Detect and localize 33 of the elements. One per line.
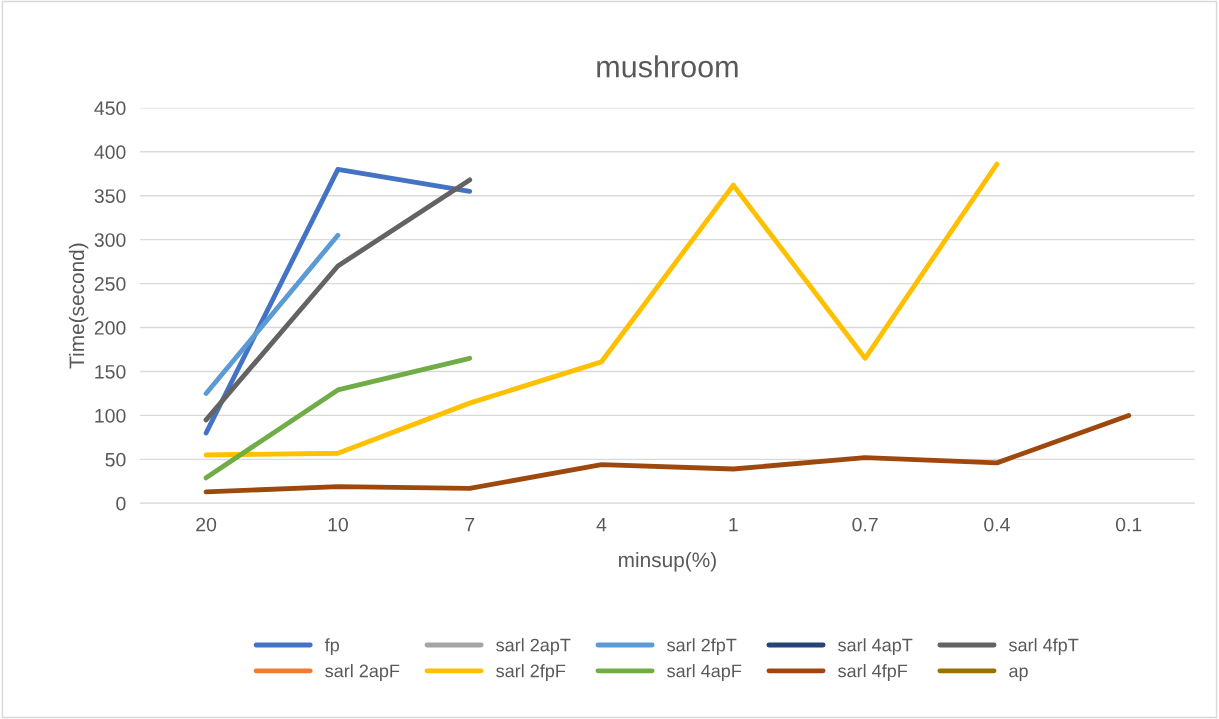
y-tick-label: 400 bbox=[94, 145, 126, 160]
y-tick-label: 350 bbox=[94, 189, 126, 203]
y-tick-label: 200 bbox=[94, 321, 126, 335]
legend-label: sarl 2fpF bbox=[496, 664, 566, 681]
y-tick-label: 50 bbox=[105, 452, 126, 467]
chart-title: mushroom bbox=[597, 55, 738, 78]
x-tick-label: 0.7 bbox=[852, 517, 878, 532]
x-tick-label: 10 bbox=[328, 517, 348, 532]
legend-label: sarl 4fpF bbox=[838, 664, 908, 681]
x-tick-label: 0.1 bbox=[1115, 517, 1142, 532]
legend-label: sarl 4apT bbox=[838, 638, 913, 656]
x-tick-label: 1 bbox=[729, 517, 738, 532]
legend-label: sarl 2apT bbox=[496, 638, 571, 656]
legend-label: ap bbox=[1009, 667, 1028, 681]
legend-label: fp bbox=[324, 638, 339, 656]
legend-label: sarl 4apF bbox=[667, 664, 742, 681]
legend-label: sarl 2fpT bbox=[667, 638, 737, 656]
x-axis-title: minsup(%) bbox=[619, 551, 716, 572]
y-tick-label: 250 bbox=[94, 277, 126, 291]
y-tick-label: 300 bbox=[94, 233, 126, 247]
x-tick-label: 20 bbox=[196, 517, 217, 532]
legend-label: sarl 2apF bbox=[325, 664, 400, 681]
y-tick-label: 150 bbox=[95, 364, 126, 379]
legend-label: sarl 4fpT bbox=[1009, 638, 1079, 656]
y-tick-label: 0 bbox=[116, 496, 126, 511]
y-axis-title: Time(second) bbox=[68, 243, 89, 369]
x-tick-label: 0.4 bbox=[984, 517, 1010, 532]
y-tick-label: 450 bbox=[94, 101, 126, 116]
x-tick-label: 7 bbox=[465, 517, 475, 532]
x-tick-label: 4 bbox=[596, 517, 607, 532]
line-series bbox=[203, 161, 1000, 458]
line-series bbox=[203, 412, 1132, 495]
y-tick-label: 100 bbox=[95, 408, 126, 423]
